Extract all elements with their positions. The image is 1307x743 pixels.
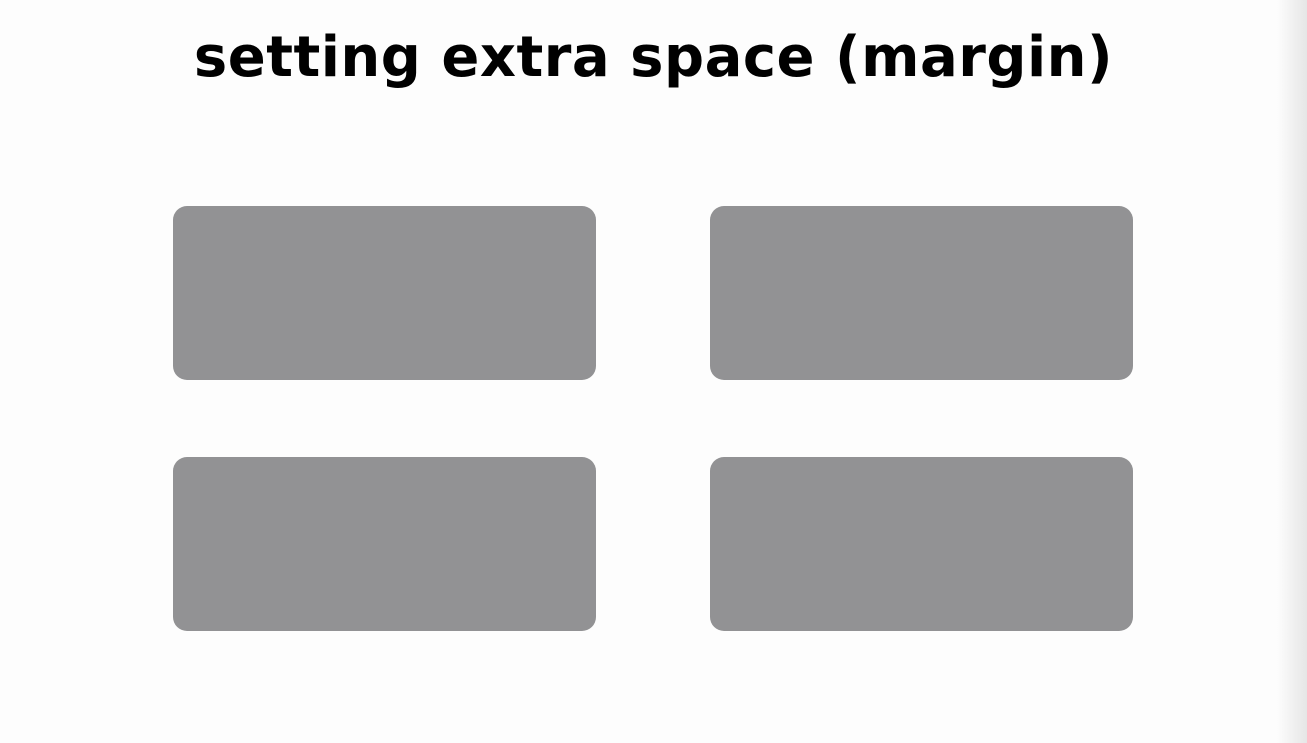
margin-box-bottom-left xyxy=(173,457,596,631)
margin-box-top-left xyxy=(173,206,596,380)
slide-edge-shadow xyxy=(1277,0,1307,743)
slide-title: setting extra space (margin) xyxy=(193,25,1114,90)
margin-box-bottom-right xyxy=(710,457,1133,631)
margin-box-top-right xyxy=(710,206,1133,380)
